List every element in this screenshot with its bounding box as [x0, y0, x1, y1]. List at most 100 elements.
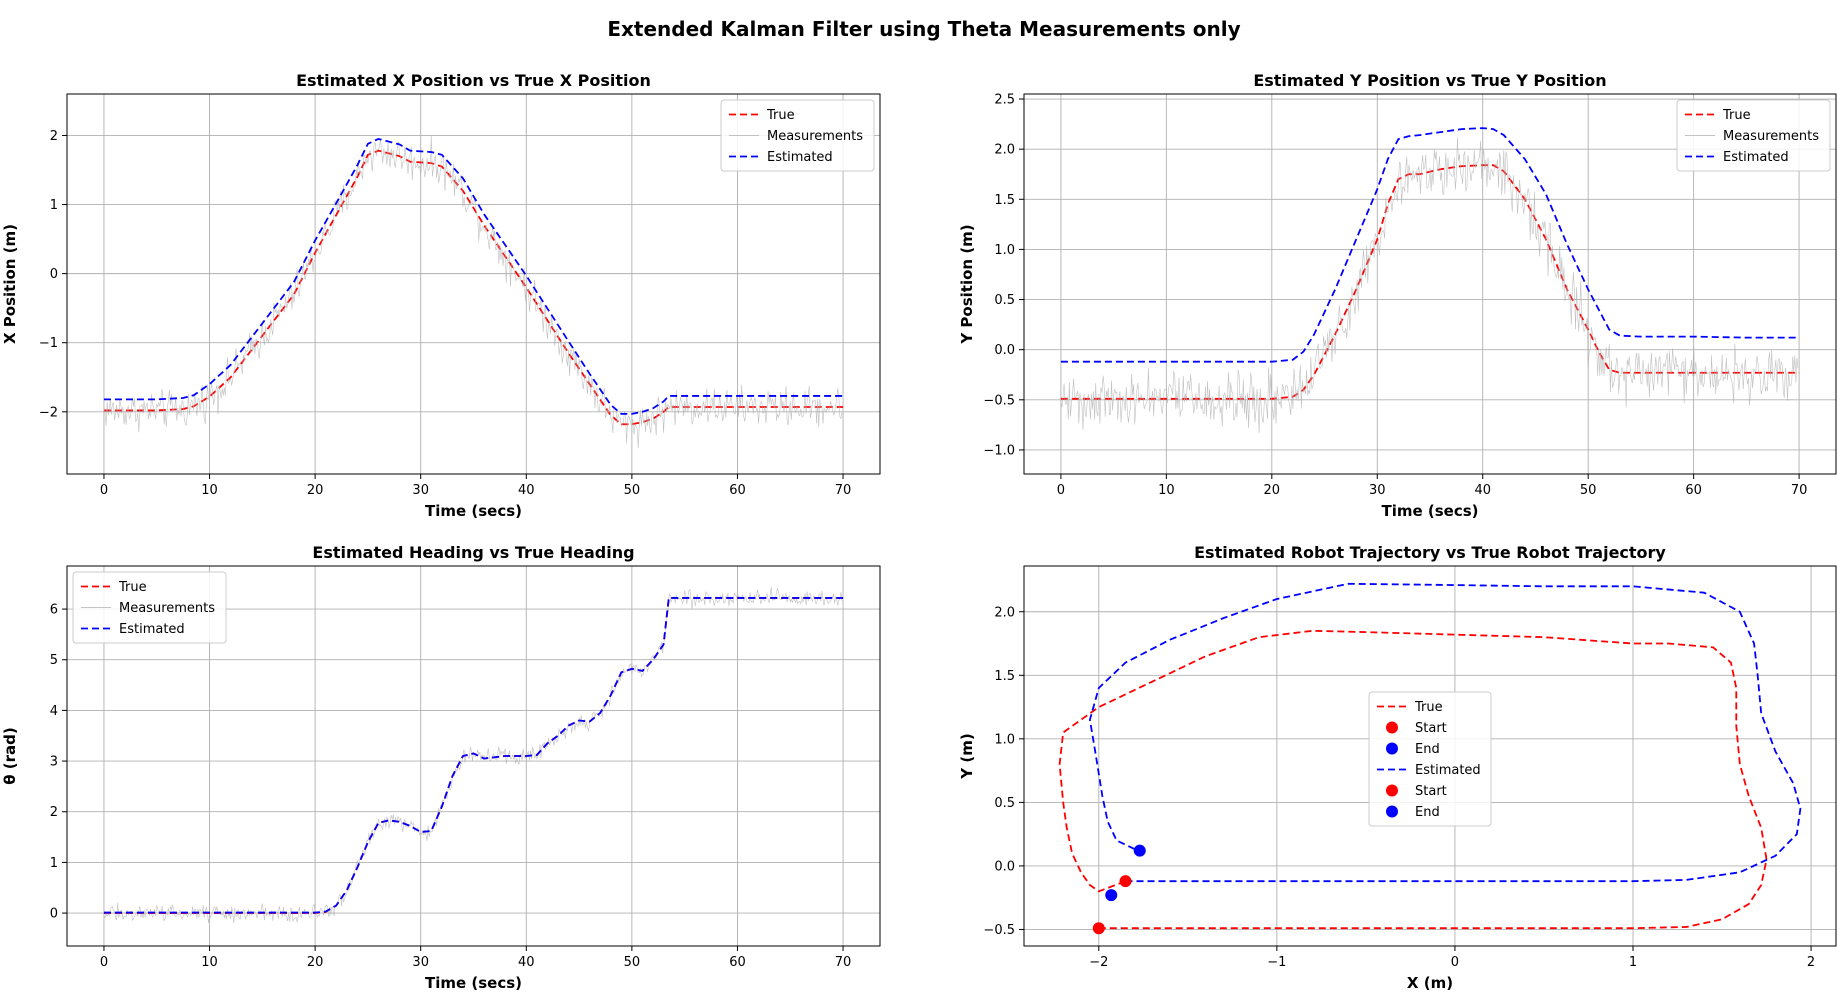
series-true-line — [103, 149, 844, 426]
legend-key-start — [1386, 784, 1398, 797]
legend-label: Estimated — [1723, 150, 1789, 165]
y-tick-label: 0 — [50, 267, 58, 282]
x-axis-label: Time (secs) — [425, 502, 522, 520]
legend-frame — [720, 99, 875, 172]
x-tick-label: 10 — [201, 955, 218, 970]
subplot-y: 0 10 20 30 40 50 60 70 −1.0 −0.5 0.0 0.5 1.0 1.5 2.0 2.… — [958, 71, 1837, 520]
y-tick-label: 1 — [50, 198, 58, 213]
legend-label: Measurements — [1723, 129, 1819, 144]
x-tick-label: 0 — [1451, 955, 1459, 970]
x-tick-label: 50 — [1580, 483, 1597, 498]
x-tick-label: 0 — [1057, 483, 1065, 498]
legend-frame — [1676, 99, 1831, 172]
legend-label: True — [1414, 700, 1443, 715]
y-tick-label: 2.5 — [994, 93, 1015, 108]
legend-frame — [1368, 691, 1492, 827]
y-tick-label: 1.5 — [994, 669, 1015, 684]
plot-area — [103, 135, 844, 448]
x-tick-label: 70 — [835, 955, 852, 970]
y-tick-label: 1.0 — [994, 732, 1015, 747]
y-tick-label: 2 — [50, 805, 58, 820]
subplot-x: 0 10 20 30 40 50 60 70 −2 −1 0 1 2 Estimated X Positi… — [1, 71, 881, 520]
y-tick-label: 0 — [50, 907, 58, 922]
x-tick-label: 60 — [729, 483, 746, 498]
marker-true-end — [1105, 889, 1118, 902]
legend-label: Estimated — [767, 150, 833, 165]
x-tick-label: 30 — [412, 483, 429, 498]
chart-title: Estimated X Position vs True X Position — [296, 71, 651, 90]
x-tick-label: −2 — [1089, 955, 1108, 970]
series-measurements-line — [103, 135, 843, 448]
y-tick-label: 6 — [50, 603, 58, 618]
x-tick-label: −1 — [1267, 955, 1286, 970]
series-true-line — [1060, 164, 1800, 400]
series-measurements-line — [1060, 137, 1799, 433]
x-tick-label: 30 — [1369, 483, 1386, 498]
y-tick-label: −0.5 — [983, 923, 1015, 938]
marker-estimated-start — [1119, 875, 1132, 888]
chart-title: Estimated Robot Trajectory vs True Robot… — [1194, 543, 1666, 562]
legend: True Measurements Estimated — [72, 571, 227, 644]
legend-label: Estimated — [1415, 763, 1481, 778]
series-true-line — [1058, 629, 1768, 930]
figure-title: Extended Kalman Filter using Theta Measu… — [607, 17, 1240, 41]
x-tick-label: 60 — [729, 955, 746, 970]
x-axis-label: Time (secs) — [425, 974, 522, 992]
x-tick-label: 40 — [518, 955, 535, 970]
marker-estimated-end — [1133, 844, 1146, 857]
y-tick-label: 2.0 — [994, 605, 1015, 620]
legend-label: Start — [1415, 784, 1447, 799]
y-tick-label: 0.5 — [994, 796, 1015, 811]
x-tick-label: 20 — [1264, 483, 1281, 498]
subplot-theta: 0 10 20 30 40 50 60 70 0 1 2 3 4 5 6 Estimated Heading … — [1, 543, 881, 992]
chart-title: Estimated Heading vs True Heading — [312, 543, 634, 562]
x-axis-label: X (m) — [1407, 974, 1453, 992]
legend-label: End — [1415, 805, 1440, 820]
x-tick-label: 50 — [624, 955, 641, 970]
y-axis-label: Y Position (m) — [958, 224, 976, 344]
axes-frame — [66, 565, 881, 947]
legend: True Start End Estimated Start End — [1368, 691, 1492, 827]
y-axis-label: θ (rad) — [1, 727, 19, 785]
axes-frame — [66, 93, 881, 475]
legend-label: Start — [1415, 721, 1447, 736]
legend-key-end — [1386, 742, 1398, 755]
subplot-traj: −2 −1 0 1 2 −0.5 0.0 0.5 1.0 1.5 2.0 Estimated Robo… — [958, 543, 1837, 992]
x-tick-label: 30 — [412, 955, 429, 970]
x-tick-label: 20 — [307, 955, 324, 970]
plot-area — [1058, 582, 1802, 930]
marker-true-start — [1092, 922, 1105, 935]
legend-label: Estimated — [119, 622, 185, 637]
plot-area — [1060, 127, 1800, 433]
legend: True Measurements Estimated — [1676, 99, 1831, 172]
y-tick-label: 1.5 — [994, 193, 1015, 208]
axes-frame — [1023, 93, 1837, 475]
y-tick-label: 1.0 — [994, 243, 1015, 258]
x-tick-label: 60 — [1685, 483, 1702, 498]
y-tick-label: −1 — [39, 336, 58, 351]
chart-title: Estimated Y Position vs True Y Position — [1253, 71, 1606, 90]
x-tick-label: 40 — [518, 483, 535, 498]
legend-key-end — [1386, 805, 1398, 818]
y-tick-label: −0.5 — [983, 393, 1015, 408]
y-tick-label: 5 — [50, 653, 58, 668]
y-tick-label: −2 — [39, 405, 58, 420]
legend-label: True — [118, 580, 147, 595]
y-tick-label: 0.5 — [994, 293, 1015, 308]
y-tick-label: 0.0 — [994, 859, 1015, 874]
series-estimated-line — [103, 597, 844, 914]
y-axis-label: X Position (m) — [1, 224, 19, 344]
x-tick-label: 10 — [201, 483, 218, 498]
x-tick-label: 0 — [100, 955, 108, 970]
plot-area — [103, 586, 844, 923]
x-tick-label: 2 — [1807, 955, 1815, 970]
x-tick-label: 0 — [100, 483, 108, 498]
series-measurements-line — [103, 586, 843, 923]
x-tick-label: 40 — [1474, 483, 1491, 498]
legend-label: Measurements — [767, 129, 863, 144]
legend-key-start — [1386, 721, 1398, 734]
x-axis-label: Time (secs) — [1381, 502, 1478, 520]
y-tick-label: 1 — [50, 856, 58, 871]
